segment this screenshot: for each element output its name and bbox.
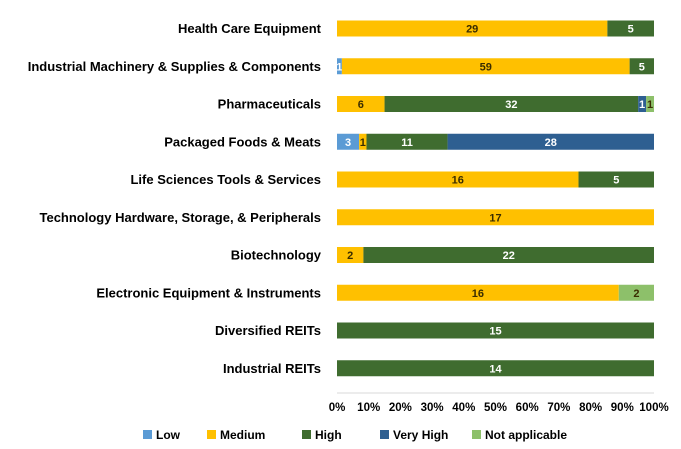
- bar-segment-high: [363, 247, 654, 263]
- legend-label: Very High: [393, 428, 448, 442]
- bar-segment-medium: [359, 133, 367, 150]
- bar-segment-not-applicable: [646, 96, 655, 112]
- legend-swatch-low: [143, 430, 152, 439]
- data-label: 15: [489, 326, 501, 338]
- x-tick-label: 10%: [357, 402, 380, 414]
- data-label: 2: [347, 250, 353, 262]
- data-label: 3: [345, 137, 351, 149]
- data-label: 1: [360, 137, 366, 149]
- data-label: 22: [503, 250, 515, 262]
- legend-swatch-very-high: [380, 430, 389, 439]
- data-label: 1: [647, 99, 653, 111]
- data-label: 14: [489, 363, 502, 375]
- legend-label: High: [315, 428, 342, 442]
- legend-label: Not applicable: [485, 428, 567, 442]
- category-label: Electronic Equipment & Instruments: [96, 285, 321, 300]
- bar-segment-medium: [337, 247, 364, 263]
- x-tick-label: 0%: [329, 402, 346, 414]
- bar-segment-not-applicable: [618, 284, 654, 301]
- bar-segment-low: [337, 133, 360, 150]
- data-label: 29: [466, 24, 478, 36]
- bar-segment-high: [607, 20, 654, 37]
- data-label: 6: [358, 99, 364, 111]
- data-label: 59: [480, 61, 492, 73]
- bar-segment-high: [629, 58, 654, 75]
- data-label: 28: [545, 137, 557, 149]
- legend-swatch-medium: [207, 430, 216, 439]
- x-tick-label: 80%: [579, 402, 602, 414]
- x-tick-label: 20%: [389, 402, 412, 414]
- bar-segment-medium: [337, 284, 619, 301]
- x-tick-label: 50%: [484, 402, 507, 414]
- category-label: Industrial REITs: [223, 361, 321, 376]
- legend-swatch-not-applicable: [472, 430, 481, 439]
- bar-segment-medium: [337, 96, 385, 112]
- category-label: Industrial Machinery & Supplies & Compon…: [28, 59, 321, 74]
- bar-segment-high: [337, 360, 654, 377]
- x-tick-label: 60%: [516, 402, 539, 414]
- x-tick-label: 70%: [547, 402, 570, 414]
- bar-segment-low: [337, 58, 342, 75]
- x-tick-label: 90%: [611, 402, 634, 414]
- legend-label: Medium: [220, 428, 265, 442]
- bar-segment-high: [578, 171, 654, 188]
- data-label: 5: [639, 61, 645, 73]
- data-label: 32: [505, 99, 517, 111]
- bar-segment-high: [384, 96, 639, 112]
- data-label: 16: [472, 288, 484, 300]
- bar-segment-medium: [337, 20, 608, 37]
- bar-segment-medium: [337, 209, 654, 226]
- bar-segment-very-high: [447, 133, 654, 150]
- x-tick-label: 30%: [421, 402, 444, 414]
- data-label: 1: [336, 61, 342, 73]
- category-label: Packaged Foods & Meats: [164, 134, 321, 149]
- bar-segment-very-high: [638, 96, 647, 112]
- x-tick-label: 40%: [452, 402, 475, 414]
- category-label: Biotechnology: [231, 248, 322, 263]
- category-label: Diversified REITs: [215, 323, 321, 338]
- data-label: 5: [613, 175, 619, 187]
- bar-segment-high: [366, 133, 448, 150]
- data-label: 1: [639, 99, 645, 111]
- x-tick-label: 100%: [639, 402, 668, 414]
- category-label: Life Sciences Tools & Services: [130, 172, 321, 187]
- bar-segment-medium: [337, 171, 579, 188]
- data-label: 11: [401, 137, 413, 149]
- category-label: Health Care Equipment: [178, 21, 322, 36]
- data-label: 16: [452, 175, 464, 187]
- category-label: Pharmaceuticals: [218, 97, 321, 112]
- legend-label: Low: [156, 428, 181, 442]
- bar-segment-high: [337, 322, 654, 339]
- bar-segment-medium: [341, 58, 630, 75]
- data-label: 2: [633, 288, 639, 300]
- data-label: 5: [628, 24, 634, 36]
- category-label: Technology Hardware, Storage, & Peripher…: [39, 210, 321, 225]
- data-label: 17: [489, 212, 501, 224]
- legend-swatch-high: [302, 430, 311, 439]
